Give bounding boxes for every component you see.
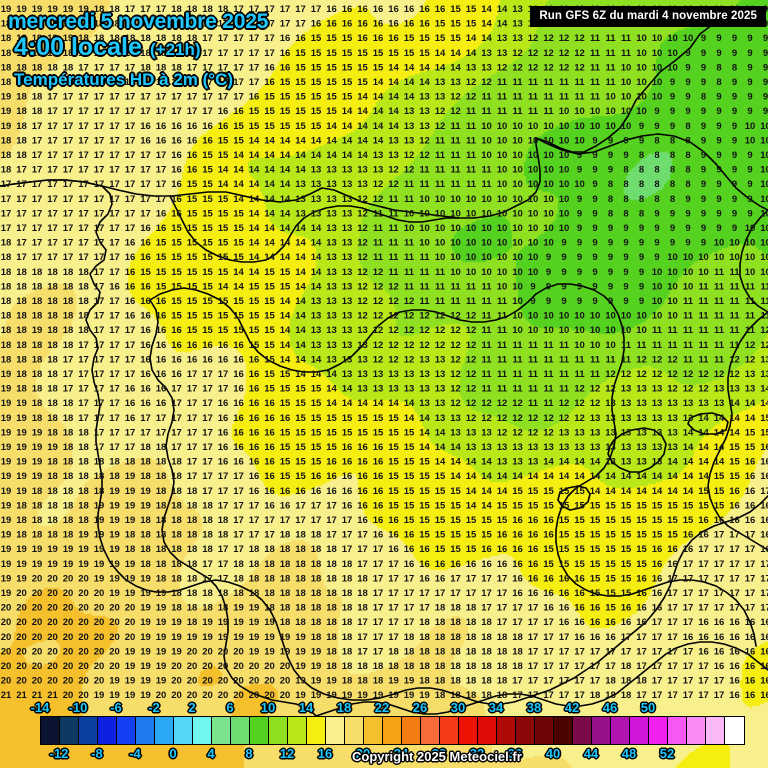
color-scale-tick-label: 18 [336,700,352,715]
color-scale-cell [212,717,231,744]
color-scale-tick-label: 4 [207,746,215,761]
color-scale-cell [345,717,364,744]
color-scale-tick-label: 8 [245,746,253,761]
color-scale-cell [117,717,136,744]
color-scale-cell [649,717,668,744]
color-scale-tick-label: 14 [298,700,314,715]
color-scale-cell [60,717,79,744]
color-scale-cell [516,717,535,744]
color-scale-cell [364,717,383,744]
color-scale-cell [497,717,516,744]
color-scale-tick-label: 10 [260,700,276,715]
color-scale-tick-label: -10 [68,700,88,715]
color-scale-tick-label: 30 [450,700,466,715]
forecast-leadtime-label: (+21h) [149,39,202,60]
color-scale-cell [668,717,687,744]
color-scale-cell [174,717,193,744]
color-scale-tick-label: -6 [110,700,122,715]
color-scale-cell [535,717,554,744]
forecast-date-label: mercredi 5 novembre 2025 [7,9,270,34]
color-scale-cell [573,717,592,744]
color-scale-tick-label: 20 [355,746,371,761]
color-scale-cell [725,717,744,744]
color-scale-tick-label: 46 [602,700,618,715]
color-scale-tick-label: 12 [279,746,295,761]
color-scale-tick-label: 44 [583,746,599,761]
color-scale-tick-label: -2 [148,700,160,715]
color-scale-cell [478,717,497,744]
color-scale-tick-label: -8 [91,746,103,761]
color-scale-tick-label: -12 [49,746,69,761]
color-scale-tick-label: 2 [188,700,196,715]
color-scale-bar[interactable] [40,716,745,745]
color-scale-cell [193,717,212,744]
color-scale-cell [440,717,459,744]
copyright-label: Copyright 2025 Meteociel.fr [352,749,522,764]
color-scale-tick-label: -4 [129,746,141,761]
color-scale-tick-label: -14 [30,700,50,715]
color-scale-tick-label: 50 [640,700,656,715]
color-scale-tick-label: 34 [488,700,504,715]
color-scale-tick-label: 16 [317,746,333,761]
color-scale-tick-label: 22 [374,700,390,715]
color-scale-cell [630,717,649,744]
color-scale-cell [231,717,250,744]
color-scale-cell [155,717,174,744]
color-scale-cell [421,717,440,744]
color-scale-cell [288,717,307,744]
color-scale-cell [554,717,573,744]
color-scale-cell [136,717,155,744]
color-scale-tick-label: 48 [621,746,637,761]
color-scale-cell [79,717,98,744]
color-scale-tick-label: 6 [226,700,234,715]
color-scale-cell [459,717,478,744]
color-scale-tick-label: 24 [393,746,409,761]
color-scale-cell [326,717,345,744]
color-scale-cell [250,717,269,744]
color-scale-cell [611,717,630,744]
color-scale-cell [383,717,402,744]
color-scale-cell [687,717,706,744]
color-scale-cell [592,717,611,744]
forecast-hour-label: 4:00 locale [13,32,143,62]
parameter-label: Températures HD à 2m (°C) [13,69,234,90]
color-scale-tick-label: 42 [564,700,580,715]
color-scale-tick-label: 52 [659,746,675,761]
color-scale-tick-label: 38 [526,700,542,715]
model-run-banner: Run GFS 6Z du mardi 4 novembre 2025 [530,6,766,27]
color-scale-cell [98,717,117,744]
color-scale-cell [307,717,326,744]
color-scale-cell [269,717,288,744]
color-scale-tick-label: 32 [469,746,485,761]
color-scale-cell [41,717,60,744]
color-scale-tick-label: 40 [545,746,561,761]
color-scale-tick-label: 0 [169,746,177,761]
color-scale-cell [402,717,421,744]
color-scale-tick-label: 26 [412,700,428,715]
color-scale-tick-label: 36 [507,746,523,761]
color-scale-cell [706,717,725,744]
color-scale-tick-label: 28 [431,746,447,761]
color-scale[interactable]: -14 -10 -6 -2 2 6 10 14 18 22 26 30 34 38 42 46 50 -12 -8-… [0,700,768,761]
